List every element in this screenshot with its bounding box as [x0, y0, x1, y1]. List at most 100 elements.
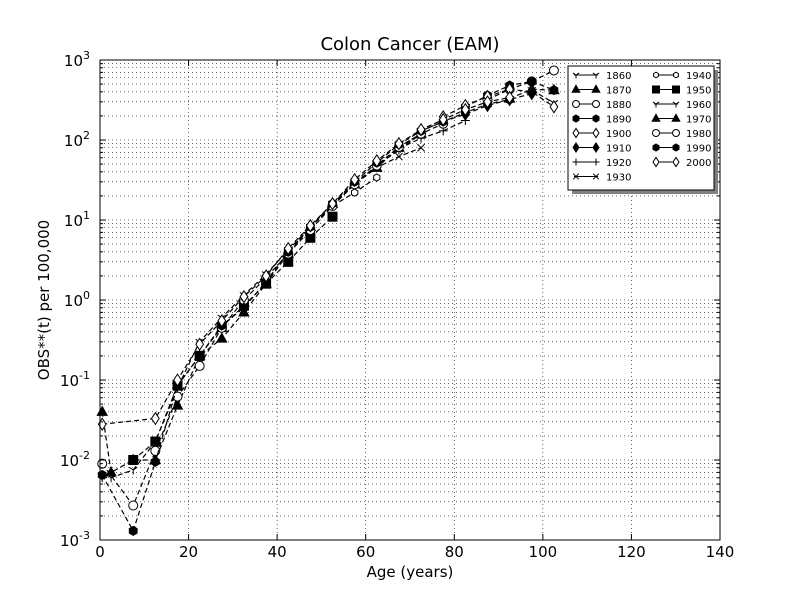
point-1930 — [417, 143, 426, 152]
legend-marker — [672, 85, 680, 94]
legend-entry-1870: 1870 — [571, 84, 631, 97]
point-2000 — [483, 95, 492, 109]
series-line-1970 — [101, 133, 422, 474]
legend-marker — [592, 72, 600, 79]
y-tick-label: 10-2 — [60, 449, 90, 470]
legend-marker — [572, 142, 580, 153]
legend-marker — [652, 156, 660, 168]
point-2000 — [305, 218, 315, 233]
point-1880 — [548, 65, 559, 76]
legend-marker — [572, 100, 580, 108]
axes: 0 20 40 60 80 100 120 140 10-3 10-2 10-1 100 101 102 1… — [60, 49, 734, 561]
legend-label: 1910 — [606, 144, 631, 155]
point-2000 — [394, 136, 404, 151]
x-axis-title: Age (years) — [367, 563, 454, 581]
legend-label: 1950 — [686, 86, 711, 97]
y-tick-label: 102 — [64, 129, 90, 150]
point-2000 — [416, 122, 426, 137]
legend-entry-1880: 1880 — [572, 100, 631, 111]
legend-marker — [592, 127, 600, 139]
point-1960 — [128, 466, 138, 475]
point-1970 — [127, 453, 140, 465]
legend-entry-1990: 1990 — [652, 143, 711, 155]
x-tick-label: 120 — [617, 543, 646, 561]
point-2000 — [195, 337, 205, 351]
legend-entry-1980: 1980 — [652, 129, 711, 140]
point-2000 — [173, 373, 182, 387]
legend-entry-1950: 1950 — [652, 85, 711, 97]
legend-entry-1940: 1940 — [653, 71, 711, 82]
point-1960 — [151, 438, 160, 447]
legend-entry-1960: 1960 — [652, 100, 711, 111]
point-1900 — [549, 100, 559, 114]
series-line-1960 — [102, 133, 422, 479]
point-1990 — [151, 456, 160, 467]
series-line-2000 — [102, 96, 510, 425]
legend: 1860 1870 1880 1890 1900 1910 1920 1930 1940 1950… — [567, 65, 718, 194]
legend-marker — [652, 101, 660, 108]
point-1940 — [373, 173, 381, 182]
x-tick-label: 40 — [268, 543, 287, 561]
y-tick-label: 100 — [64, 289, 90, 310]
series-2000 — [97, 90, 515, 431]
legend-marker — [572, 158, 580, 166]
point-1990 — [128, 525, 138, 536]
series-layer — [96, 65, 560, 536]
point-2000 — [150, 411, 160, 426]
y-axis-title: OBS**(t) per 100,000 — [35, 220, 53, 380]
legend-marker — [592, 100, 600, 108]
point-2000 — [505, 90, 515, 105]
legend-marker — [572, 127, 580, 139]
legend-entry-1890: 1890 — [572, 114, 631, 126]
legend-marker — [652, 85, 660, 94]
y-tick-label: 10-3 — [60, 529, 90, 550]
y-tick-label: 10-1 — [60, 369, 90, 390]
legend-marker — [572, 72, 580, 79]
legend-marker — [592, 158, 600, 166]
legend-entry-2000: 2000 — [652, 156, 711, 169]
legend-label: 1880 — [606, 100, 631, 111]
legend-marker — [592, 173, 600, 180]
legend-entry-1930: 1930 — [572, 173, 631, 184]
point-2000 — [372, 154, 382, 168]
legend-marker — [672, 156, 680, 168]
legend-marker — [672, 129, 680, 137]
series-line-1920 — [398, 120, 466, 150]
legend-entry-1970: 1970 — [651, 113, 711, 126]
point-1950 — [327, 211, 338, 222]
point-1990 — [195, 350, 204, 361]
legend-marker — [652, 143, 660, 152]
legend-marker — [672, 101, 680, 108]
point-2000 — [350, 172, 360, 187]
legend-label: 1890 — [606, 115, 631, 126]
point-1970 — [215, 332, 228, 343]
point-2000 — [261, 269, 271, 283]
point-2000 — [283, 241, 293, 256]
x-tick-label: 100 — [529, 543, 558, 561]
point-1950 — [283, 256, 294, 267]
legend-label: 1930 — [606, 173, 631, 184]
legend-marker — [572, 173, 580, 180]
legend-label: 1870 — [606, 86, 631, 97]
legend-marker — [591, 84, 601, 93]
point-1980 — [128, 500, 139, 511]
legend-label: 1980 — [686, 129, 711, 140]
y-tick-label: 101 — [64, 209, 90, 230]
legend-entry-1860: 1860 — [572, 71, 631, 82]
legend-label: 1960 — [686, 100, 711, 111]
point-2000 — [460, 102, 470, 117]
legend-label: 1860 — [606, 71, 631, 82]
legend-marker — [651, 113, 661, 122]
legend-entry-1900: 1900 — [572, 127, 631, 140]
point-1910 — [527, 86, 537, 101]
series-line-1880 — [487, 69, 555, 101]
legend-label: 1990 — [686, 144, 711, 155]
legend-box — [567, 65, 715, 191]
point-2000 — [217, 314, 227, 328]
point-1980 — [172, 391, 183, 402]
point-1890 — [549, 85, 559, 96]
legend-label: 2000 — [686, 158, 711, 169]
point-2000 — [328, 196, 337, 211]
legend-label: 1900 — [606, 129, 631, 140]
